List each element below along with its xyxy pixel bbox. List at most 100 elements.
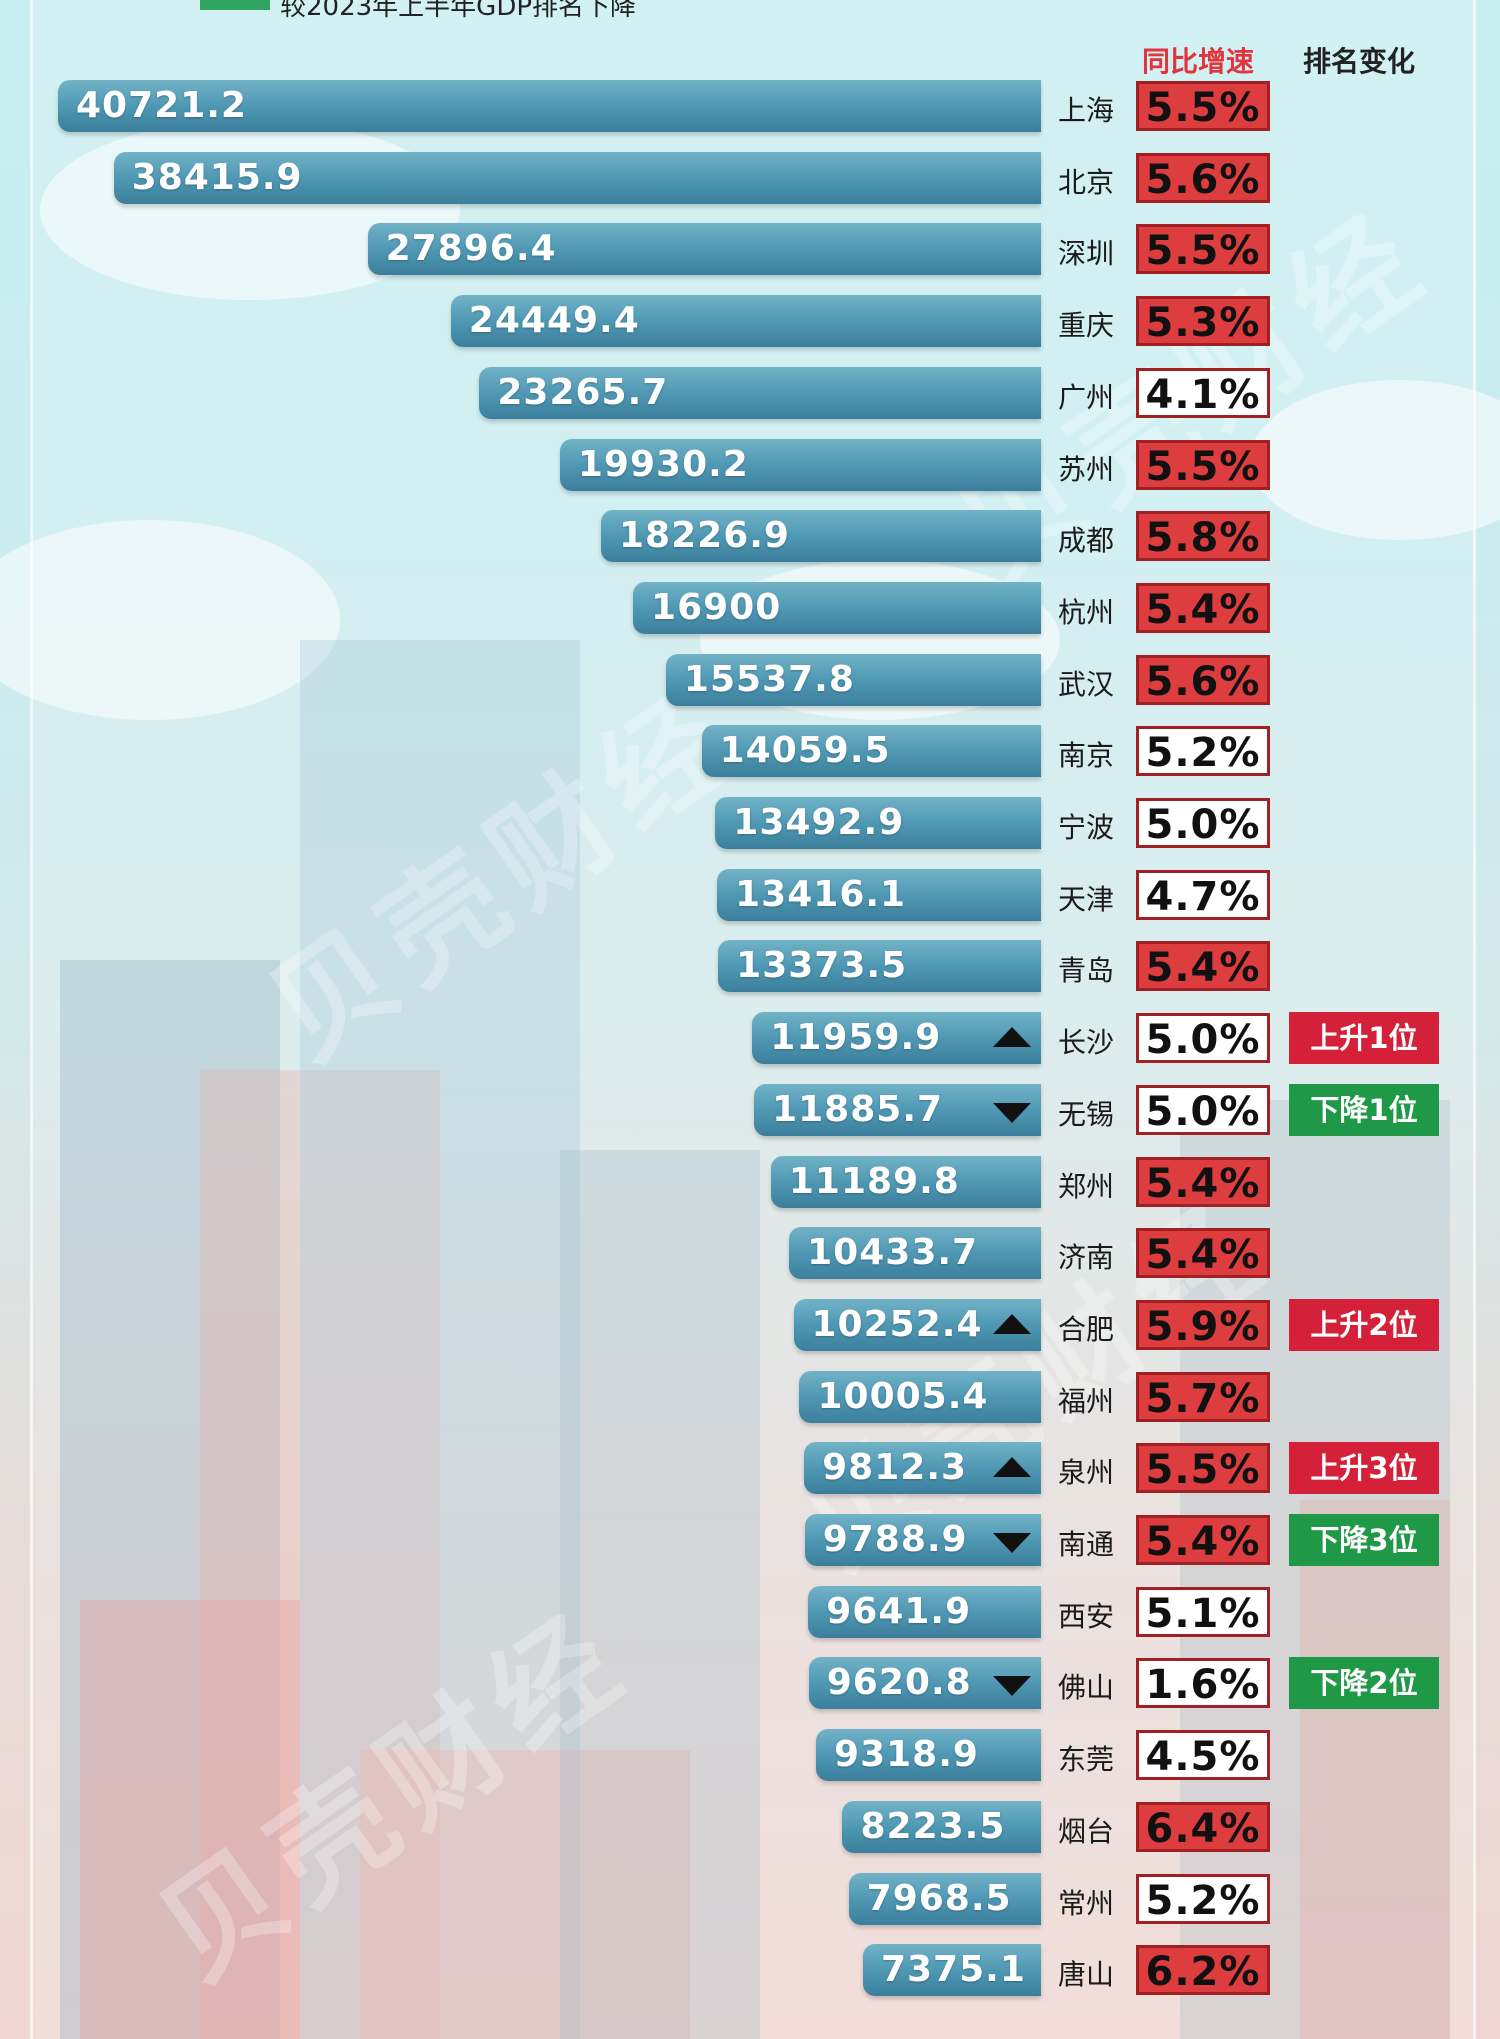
city-label: 唐山 [1058,1958,1115,1992]
gdp-value-label: 18226.9 [619,515,790,557]
gdp-bar: 9812.3 [804,1442,1041,1495]
gdp-bar: 16900 [633,581,1041,634]
gdp-value-label: 8223.5 [860,1805,1006,1847]
gdp-bar: 10433.7 [789,1227,1041,1280]
gdp-value-label: 7968.5 [866,1877,1012,1919]
gdp-value-label: 11959.9 [770,1017,942,1059]
city-label: 烟台 [1058,1814,1115,1848]
growth-rate-label: 4.5% [1136,1730,1270,1781]
growth-rate-label: 5.5% [1136,81,1270,131]
city-label: 南京 [1058,739,1115,773]
growth-rate-label: 5.0% [1136,798,1270,848]
gdp-bar: 10252.4 [793,1298,1041,1351]
gdp-value-label: 13416.1 [735,873,907,915]
building-decoration [80,1600,300,2039]
gdp-value-label: 19930.2 [577,443,749,485]
city-label: 宁波 [1058,811,1115,844]
gdp-value-label: 9812.3 [822,1447,968,1489]
building-decoration [60,960,280,2039]
city-label: 广州 [1058,380,1115,414]
arrow-down-icon [992,1676,1031,1697]
city-label: 济南 [1058,1241,1115,1275]
gdp-bar: 18226.9 [601,510,1041,563]
arrow-up-icon [992,1027,1031,1048]
gdp-value-label: 38415.9 [131,156,303,198]
growth-rate-label: 5.4% [1136,1228,1270,1279]
rank-down-badge: 下降2位 [1289,1657,1439,1710]
gdp-value-label: 15537.8 [683,658,855,700]
growth-rate-label: 5.8% [1136,511,1270,562]
rank-up-badge: 上升2位 [1289,1298,1439,1351]
gdp-bar: 11189.8 [770,1155,1041,1208]
growth-rate-label: 5.5% [1136,1443,1270,1494]
gdp-bar: 15537.8 [665,653,1041,706]
gdp-value-label: 16900 [651,586,782,628]
arrow-down-icon [992,1102,1031,1123]
gdp-bar: 23265.7 [479,366,1041,419]
city-label: 佛山 [1058,1671,1115,1705]
cloud-decoration [0,520,340,720]
growth-rate-label: 5.4% [1136,1515,1270,1565]
city-label: 长沙 [1058,1026,1115,1060]
header-rank: 排名变化 [1303,45,1416,78]
gdp-bar: 7375.1 [862,1944,1041,1997]
gdp-value-label: 23265.7 [497,371,669,413]
gdp-value-label: 14059.5 [719,730,891,772]
growth-rate-label: 1.6% [1136,1658,1270,1709]
gdp-bar: 24449.4 [450,295,1041,348]
gdp-bar: 13416.1 [717,868,1041,921]
gdp-value-label: 11885.7 [772,1088,944,1130]
gdp-bar: 9788.9 [804,1514,1041,1566]
gdp-value-label: 9788.9 [822,1519,968,1560]
building-decoration [200,1070,440,2039]
header-growth: 同比增速 [1142,45,1255,78]
gdp-value-label: 13492.9 [733,802,905,843]
city-label: 青岛 [1058,954,1115,988]
growth-rate-label: 5.6% [1136,152,1270,203]
building-decoration [300,640,580,2039]
growth-rate-label: 5.4% [1136,941,1270,992]
city-label: 苏州 [1058,452,1115,486]
city-label: 合肥 [1058,1312,1115,1346]
gdp-value-label: 10005.4 [817,1375,989,1417]
growth-rate-label: 4.7% [1136,869,1270,920]
rank-up-badge: 上升1位 [1289,1012,1439,1065]
gdp-bar: 9620.8 [808,1657,1041,1710]
gdp-value-label: 40721.2 [76,85,247,126]
arrow-up-icon [992,1313,1031,1334]
gdp-bar: 11959.9 [752,1012,1041,1065]
gdp-bar: 9641.9 [808,1585,1041,1638]
gdp-bar: 11885.7 [754,1083,1041,1136]
gdp-value-label: 24449.4 [468,300,640,342]
growth-rate-label: 5.1% [1136,1586,1270,1637]
growth-rate-label: 5.3% [1136,296,1270,347]
building-decoration [1300,1500,1450,2039]
city-label: 上海 [1058,94,1115,127]
building-decoration [560,1150,760,2039]
city-label: 天津 [1058,882,1115,916]
growth-rate-label: 6.4% [1136,1801,1270,1852]
legend-swatch [200,0,270,10]
growth-rate-label: 5.5% [1136,224,1270,275]
city-label: 常州 [1058,1886,1115,1920]
growth-rate-label: 6.2% [1136,1945,1270,1996]
gdp-value-label: 9318.9 [834,1734,979,1776]
city-label: 北京 [1058,165,1115,199]
growth-rate-label: 5.6% [1136,654,1270,705]
gdp-bar: 7968.5 [848,1872,1041,1925]
city-label: 福州 [1058,1384,1115,1418]
gdp-value-label: 9641.9 [826,1590,972,1632]
cloud-decoration [1250,380,1500,540]
city-label: 西安 [1058,1599,1115,1633]
arrow-up-icon [992,1457,1031,1478]
gdp-value-label: 10433.7 [807,1232,979,1274]
gdp-value-label: 7375.1 [880,1949,1026,1991]
city-label: 泉州 [1058,1456,1115,1490]
arrow-down-icon [992,1533,1031,1553]
gdp-bar: 13373.5 [718,940,1041,993]
growth-rate-label: 5.5% [1136,439,1270,490]
gdp-bar: 14059.5 [701,725,1041,778]
rank-up-badge: 上升3位 [1289,1442,1439,1495]
rank-down-badge: 下降3位 [1289,1514,1439,1566]
